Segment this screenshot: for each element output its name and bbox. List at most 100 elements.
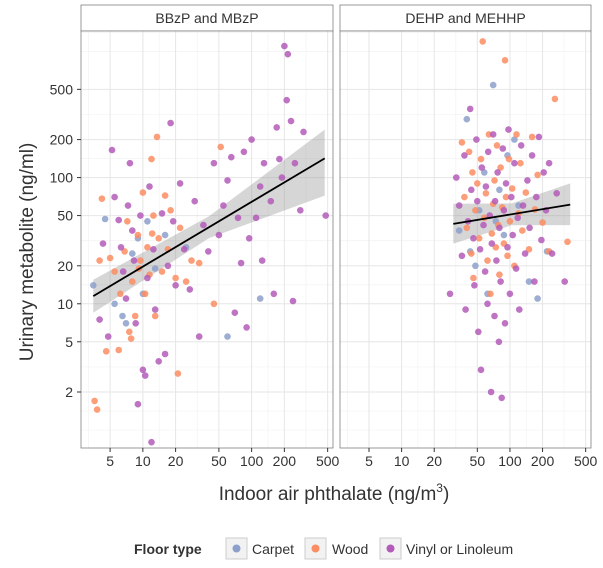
data-point [511,136,518,143]
data-point [111,300,118,308]
data-point [146,183,153,190]
data-point [522,189,530,196]
legend-label-wood: Wood [332,541,368,557]
x-axis-label-main: Indoor air phthalate (ng/m [219,484,437,505]
data-point [496,186,503,194]
data-point [504,252,511,260]
data-point [497,164,504,171]
data-point [90,282,97,289]
fit-line [92,157,326,297]
y-tick-label: 20 [57,258,73,274]
data-point [493,142,501,149]
data-point [119,312,126,320]
data-point [519,227,526,234]
fit-line [453,203,571,225]
data-point [176,224,184,232]
data-point [169,218,177,225]
data-point [127,335,135,342]
data-point [461,193,468,201]
data-point [528,152,536,159]
data-point [283,96,291,104]
data-point [126,159,134,167]
data-point [474,180,481,187]
data-point [220,202,227,209]
data-point [499,145,507,152]
data-point [466,105,474,113]
data-point [111,193,118,201]
data-point [134,400,142,408]
data-point [524,177,531,184]
data-point [488,240,496,247]
data-point [240,148,248,156]
data-point [243,324,250,331]
data-point [481,268,489,275]
data-point [455,202,463,209]
data-point [210,300,218,308]
data-point [180,246,188,253]
data-point [297,207,304,214]
data-point [172,274,179,282]
data-point [224,333,231,340]
data-point [215,231,223,239]
data-point [553,190,560,197]
data-point [289,297,297,305]
data-point [186,286,194,293]
data-point [124,218,131,225]
x-axis-label-close: ) [443,484,449,505]
data-point [476,246,484,253]
data-point [141,372,149,379]
data-point [533,193,540,201]
data-point [508,185,516,192]
data-point [480,221,487,229]
data-point [252,214,260,222]
data-point [115,216,122,224]
data-point [122,295,130,302]
data-point [158,268,166,275]
data-point [91,397,98,405]
y-tick-label: 200 [50,132,74,148]
data-point [561,278,568,285]
x-tick-label: 200 [531,453,555,469]
data-point [463,115,471,123]
data-point [495,338,503,346]
data-point [119,268,127,275]
data-point [540,169,547,176]
x-tick-label: 10 [394,453,410,469]
data-point [158,210,166,217]
data-point [172,282,179,289]
data-point [535,133,543,141]
data-point [487,290,494,298]
data-point [117,290,124,298]
data-point [517,142,525,149]
data-point [474,197,481,205]
data-point [455,227,463,234]
y-axis-label: Urinary metabolite (ng/ml) [17,143,38,362]
data-point [528,133,536,141]
data-point [191,197,198,205]
data-point [478,164,486,171]
data-point [519,202,527,209]
x-tick-label: 50 [470,453,486,469]
data-point [155,235,162,242]
data-point [176,180,184,187]
data-point [551,95,559,103]
data-point [129,250,136,257]
data-point [167,119,174,127]
data-point [96,316,103,323]
y-tick-label: 2 [65,384,73,400]
data-point [470,235,477,242]
data-point [174,370,182,377]
x-tick-label: 20 [168,453,184,469]
panel-background [81,31,333,448]
y-tick-label: 50 [57,208,73,224]
x-tick-label: 5 [106,453,114,469]
data-point [217,143,224,151]
data-point [256,183,264,190]
data-point [102,348,110,355]
data-point [148,155,155,163]
data-point [501,57,509,64]
data-point [234,214,242,222]
data-point [525,246,533,253]
data-point [470,274,477,282]
